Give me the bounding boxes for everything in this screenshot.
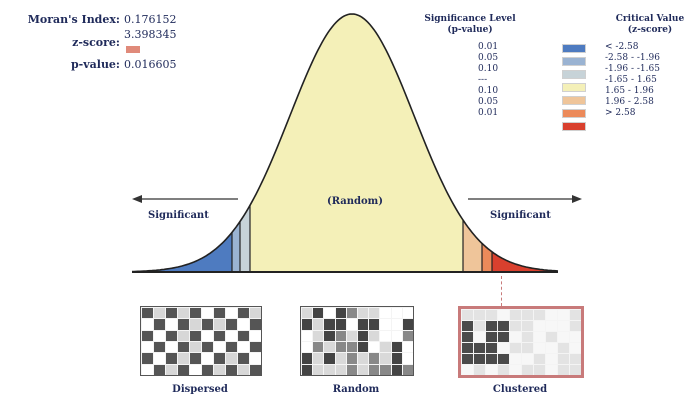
legend-color-swatch xyxy=(562,109,586,118)
significance-value: 0.01 xyxy=(478,108,499,118)
right-arrowhead-icon xyxy=(572,195,582,203)
band-mid-low xyxy=(240,14,250,272)
legend-color-swatch xyxy=(562,96,586,105)
legend-color-swatch xyxy=(562,44,586,53)
significance-legend-title: Significance Level (p-value) xyxy=(424,14,516,35)
critical-value-legend-list: < -2.58 -2.58 - -1.96 -1.96 - -1.65 -1.65 -… xyxy=(605,42,688,119)
critical-value: -1.65 - 1.65 xyxy=(605,75,657,85)
clustered-caption: Clustered xyxy=(492,384,548,395)
right-significant-label: Significant xyxy=(490,210,551,221)
map-polygon xyxy=(401,363,413,375)
curve-outline xyxy=(132,13,559,273)
random-map xyxy=(300,306,414,376)
random-label: (Random) xyxy=(327,196,383,207)
clustered-pointer-line xyxy=(501,276,502,306)
significance-value: --- xyxy=(478,75,488,85)
legend-color-swatch xyxy=(562,83,586,92)
legend-color-swatch xyxy=(562,57,586,66)
legend-color-swatch xyxy=(562,122,586,131)
z-score-swatch xyxy=(126,46,140,53)
critical-value: 1.65 - 1.96 xyxy=(605,86,654,96)
stats-block: Moran's Index: 0.176152 z-score: 3.39834… xyxy=(10,12,190,72)
map-polygon xyxy=(249,363,261,375)
significance-value: 0.01 xyxy=(478,42,499,52)
p-value-row: p-value: 0.016605 xyxy=(10,57,190,72)
significance-value: 0.05 xyxy=(478,97,499,107)
legend-swatches xyxy=(562,44,586,135)
map-polygon xyxy=(569,364,581,375)
p-value-label: p-value: xyxy=(70,58,120,71)
critical-value: -2.58 - -1.96 xyxy=(605,53,660,63)
critical-value: 1.96 - 2.58 xyxy=(605,97,654,107)
left-arrowhead-icon xyxy=(132,195,142,203)
critical-value: < -2.58 xyxy=(605,42,639,52)
significance-legend-list: 0.01 0.05 0.10 --- 0.10 0.05 0.01 xyxy=(478,42,520,119)
significance-value: 0.05 xyxy=(478,53,499,63)
critical-value: -1.96 - -1.65 xyxy=(605,64,660,74)
significance-value: 0.10 xyxy=(478,64,499,74)
normal-distribution-curve xyxy=(132,13,582,273)
morans-index-label: Moran's Index: xyxy=(27,13,120,26)
legend-color-swatch xyxy=(562,70,586,79)
dispersed-caption: Dispersed xyxy=(172,384,228,395)
clustered-map xyxy=(458,306,584,378)
critical-value-legend-title: Critical Value (z-score) xyxy=(615,14,685,35)
significance-legend: Significance Level (p-value) 0.01 0.05 0.1… xyxy=(420,14,520,119)
band-highest xyxy=(492,14,558,272)
p-value-value: 0.016605 xyxy=(124,58,177,71)
significance-value: 0.10 xyxy=(478,86,499,96)
left-significant-label: Significant xyxy=(148,210,209,221)
band-mid-high xyxy=(463,14,482,272)
critical-value: > 2.58 xyxy=(605,108,636,118)
random-caption: Random xyxy=(332,384,380,395)
morans-index-row: Moran's Index: 0.176152 xyxy=(10,12,190,27)
z-score-label: z-score: xyxy=(72,35,120,49)
z-score-row: z-score: 3.398345 xyxy=(10,27,190,57)
morans-index-value: 0.176152 xyxy=(124,13,177,26)
critical-value-legend: Critical Value (z-score) < -2.58 -2.58 - … xyxy=(605,14,688,119)
band-high xyxy=(482,14,492,272)
band-lowest xyxy=(132,14,232,272)
dispersed-map xyxy=(140,306,262,376)
z-score-value: 3.398345 xyxy=(124,27,190,57)
